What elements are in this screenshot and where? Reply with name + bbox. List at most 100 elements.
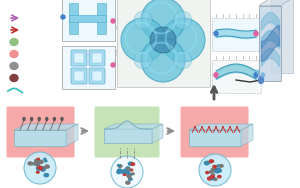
Ellipse shape bbox=[134, 51, 152, 69]
Ellipse shape bbox=[130, 169, 133, 171]
Ellipse shape bbox=[118, 165, 122, 167]
Ellipse shape bbox=[125, 171, 128, 173]
Ellipse shape bbox=[254, 73, 258, 77]
Ellipse shape bbox=[38, 118, 40, 121]
Ellipse shape bbox=[111, 63, 115, 67]
Ellipse shape bbox=[214, 178, 217, 180]
Ellipse shape bbox=[212, 168, 214, 170]
Ellipse shape bbox=[127, 168, 130, 170]
Ellipse shape bbox=[128, 173, 132, 176]
Ellipse shape bbox=[211, 175, 213, 177]
FancyBboxPatch shape bbox=[74, 53, 84, 63]
Ellipse shape bbox=[61, 15, 65, 19]
Ellipse shape bbox=[38, 166, 42, 169]
Ellipse shape bbox=[45, 165, 49, 168]
Ellipse shape bbox=[34, 162, 38, 165]
Ellipse shape bbox=[204, 161, 209, 165]
Ellipse shape bbox=[41, 168, 45, 171]
Ellipse shape bbox=[23, 118, 25, 121]
FancyBboxPatch shape bbox=[61, 45, 115, 89]
Ellipse shape bbox=[214, 168, 217, 171]
Ellipse shape bbox=[111, 19, 115, 23]
Ellipse shape bbox=[122, 171, 125, 173]
Ellipse shape bbox=[111, 156, 143, 188]
FancyBboxPatch shape bbox=[71, 50, 87, 66]
Ellipse shape bbox=[37, 158, 40, 160]
FancyBboxPatch shape bbox=[70, 4, 79, 35]
FancyBboxPatch shape bbox=[181, 106, 248, 158]
Ellipse shape bbox=[123, 169, 128, 173]
Ellipse shape bbox=[28, 162, 32, 165]
Ellipse shape bbox=[214, 31, 218, 36]
Ellipse shape bbox=[134, 11, 152, 29]
Polygon shape bbox=[104, 129, 152, 143]
Ellipse shape bbox=[31, 118, 33, 121]
Polygon shape bbox=[271, 0, 293, 73]
Ellipse shape bbox=[126, 167, 129, 169]
Ellipse shape bbox=[41, 167, 44, 169]
Ellipse shape bbox=[119, 171, 122, 173]
Ellipse shape bbox=[131, 163, 135, 165]
Ellipse shape bbox=[218, 175, 221, 178]
Ellipse shape bbox=[259, 77, 263, 83]
Ellipse shape bbox=[211, 177, 215, 180]
Ellipse shape bbox=[217, 165, 220, 167]
Ellipse shape bbox=[211, 160, 214, 162]
Ellipse shape bbox=[121, 18, 165, 62]
Ellipse shape bbox=[257, 70, 259, 74]
Ellipse shape bbox=[210, 175, 214, 178]
Polygon shape bbox=[241, 124, 253, 146]
Ellipse shape bbox=[32, 163, 34, 165]
Ellipse shape bbox=[213, 165, 216, 168]
Ellipse shape bbox=[24, 152, 56, 184]
Polygon shape bbox=[104, 124, 163, 129]
Ellipse shape bbox=[118, 165, 120, 166]
Ellipse shape bbox=[37, 166, 41, 169]
Ellipse shape bbox=[161, 18, 205, 62]
Ellipse shape bbox=[10, 74, 18, 82]
Ellipse shape bbox=[118, 169, 122, 172]
Ellipse shape bbox=[38, 166, 41, 169]
Ellipse shape bbox=[209, 161, 212, 163]
Ellipse shape bbox=[254, 31, 258, 36]
Ellipse shape bbox=[214, 73, 218, 77]
Ellipse shape bbox=[61, 118, 63, 121]
FancyBboxPatch shape bbox=[7, 106, 74, 158]
Polygon shape bbox=[14, 130, 66, 146]
FancyBboxPatch shape bbox=[212, 17, 260, 51]
Ellipse shape bbox=[127, 175, 130, 177]
Ellipse shape bbox=[124, 170, 130, 173]
FancyBboxPatch shape bbox=[98, 4, 106, 35]
Ellipse shape bbox=[117, 171, 121, 174]
Ellipse shape bbox=[141, 0, 185, 42]
Ellipse shape bbox=[128, 162, 133, 165]
Polygon shape bbox=[152, 124, 163, 143]
Polygon shape bbox=[189, 124, 253, 130]
Ellipse shape bbox=[53, 118, 56, 121]
Ellipse shape bbox=[262, 73, 265, 77]
Ellipse shape bbox=[199, 154, 231, 186]
Ellipse shape bbox=[46, 165, 49, 168]
Ellipse shape bbox=[36, 161, 39, 164]
FancyBboxPatch shape bbox=[116, 0, 209, 86]
Ellipse shape bbox=[36, 163, 39, 165]
Ellipse shape bbox=[10, 62, 18, 70]
Ellipse shape bbox=[45, 160, 47, 162]
Polygon shape bbox=[189, 130, 241, 146]
Ellipse shape bbox=[209, 171, 211, 173]
Ellipse shape bbox=[128, 176, 131, 178]
Ellipse shape bbox=[38, 160, 43, 164]
Ellipse shape bbox=[208, 177, 212, 180]
Ellipse shape bbox=[219, 164, 223, 167]
FancyBboxPatch shape bbox=[61, 0, 115, 40]
Ellipse shape bbox=[123, 173, 126, 175]
Ellipse shape bbox=[212, 174, 214, 176]
Ellipse shape bbox=[46, 118, 48, 121]
Polygon shape bbox=[14, 124, 78, 130]
FancyBboxPatch shape bbox=[74, 71, 84, 81]
FancyBboxPatch shape bbox=[92, 71, 102, 81]
Ellipse shape bbox=[40, 168, 43, 170]
Ellipse shape bbox=[37, 168, 41, 170]
Polygon shape bbox=[66, 124, 78, 146]
Ellipse shape bbox=[44, 174, 49, 177]
